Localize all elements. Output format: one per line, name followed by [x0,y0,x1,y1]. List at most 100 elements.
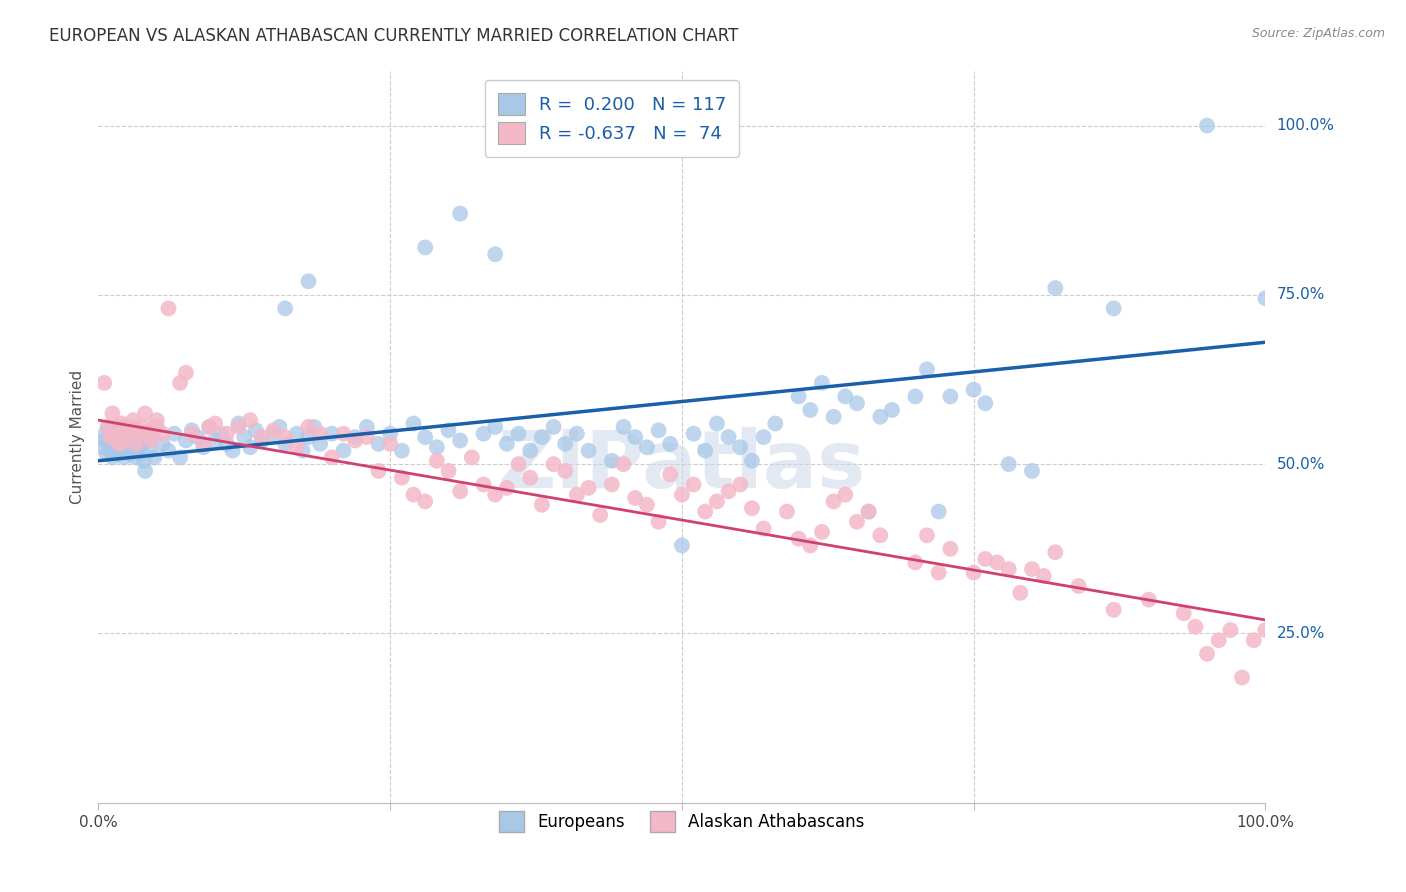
Point [799,538,821,552]
Point [565,488,588,502]
Text: ZIPatlas: ZIPatlas [498,427,866,506]
Point [659,437,682,451]
Text: 75.0%: 75.0% [1277,287,1324,302]
Point [169,376,191,390]
Point [309,437,332,451]
Point [554,437,576,451]
Point [380,426,402,441]
Point [1021,562,1043,576]
Text: Source: ZipAtlas.com: Source: ZipAtlas.com [1251,27,1385,40]
Point [250,434,273,448]
Point [741,454,763,468]
Point [127,440,149,454]
Point [262,426,284,441]
Point [543,420,565,434]
Point [928,566,950,580]
Point [174,366,197,380]
Point [285,426,308,441]
Point [134,464,156,478]
Point [391,443,413,458]
Point [636,440,658,454]
Point [97,420,120,434]
Point [834,389,856,403]
Point [152,426,174,441]
Point [344,430,367,444]
Point [110,420,132,434]
Point [103,423,125,437]
Point [169,450,191,465]
Point [129,426,152,441]
Point [1195,119,1218,133]
Point [228,420,250,434]
Point [426,440,449,454]
Point [309,426,332,441]
Point [245,423,267,437]
Point [139,443,162,458]
Point [108,437,131,451]
Point [152,437,174,451]
Point [274,301,297,316]
Point [321,426,343,441]
Point [121,420,143,434]
Point [613,457,636,471]
Point [180,426,202,441]
Point [671,488,693,502]
Point [233,430,256,444]
Point [787,532,810,546]
Point [250,430,273,444]
Point [367,437,389,451]
Point [869,528,891,542]
Point [1102,301,1125,316]
Point [939,389,962,403]
Point [118,426,141,441]
Point [974,552,997,566]
Point [193,437,215,451]
Point [647,423,669,437]
Point [332,443,354,458]
Point [682,477,704,491]
Point [104,426,127,441]
Point [717,484,740,499]
Point [461,450,484,465]
Point [204,434,226,448]
Point [198,420,221,434]
Point [811,376,834,390]
Text: EUROPEAN VS ALASKAN ATHABASCAN CURRENTLY MARRIED CORRELATION CHART: EUROPEAN VS ALASKAN ATHABASCAN CURRENTLY… [49,27,738,45]
Point [141,426,163,441]
Point [858,505,880,519]
Point [297,420,319,434]
Point [163,426,186,441]
Point [132,420,155,434]
Point [730,477,752,491]
Point [98,430,121,444]
Legend: Europeans, Alaskan Athabascans: Europeans, Alaskan Athabascans [492,805,872,838]
Point [1102,603,1125,617]
Point [274,437,297,451]
Point [174,434,197,448]
Point [915,528,938,542]
Point [118,447,141,461]
Point [1021,464,1043,478]
Point [128,426,150,441]
Point [1067,579,1090,593]
Point [157,301,180,316]
Point [139,434,162,448]
Point [823,494,845,508]
Point [869,409,891,424]
Point [915,362,938,376]
Point [472,426,495,441]
Text: 100.0%: 100.0% [1277,118,1334,133]
Point [472,477,495,491]
Point [402,417,425,431]
Point [136,430,159,444]
Point [496,481,519,495]
Point [823,409,845,424]
Point [239,440,262,454]
Point [554,464,576,478]
Point [128,437,150,451]
Point [122,413,145,427]
Point [120,426,142,441]
Point [1243,633,1265,648]
Point [209,426,232,441]
Point [274,430,297,444]
